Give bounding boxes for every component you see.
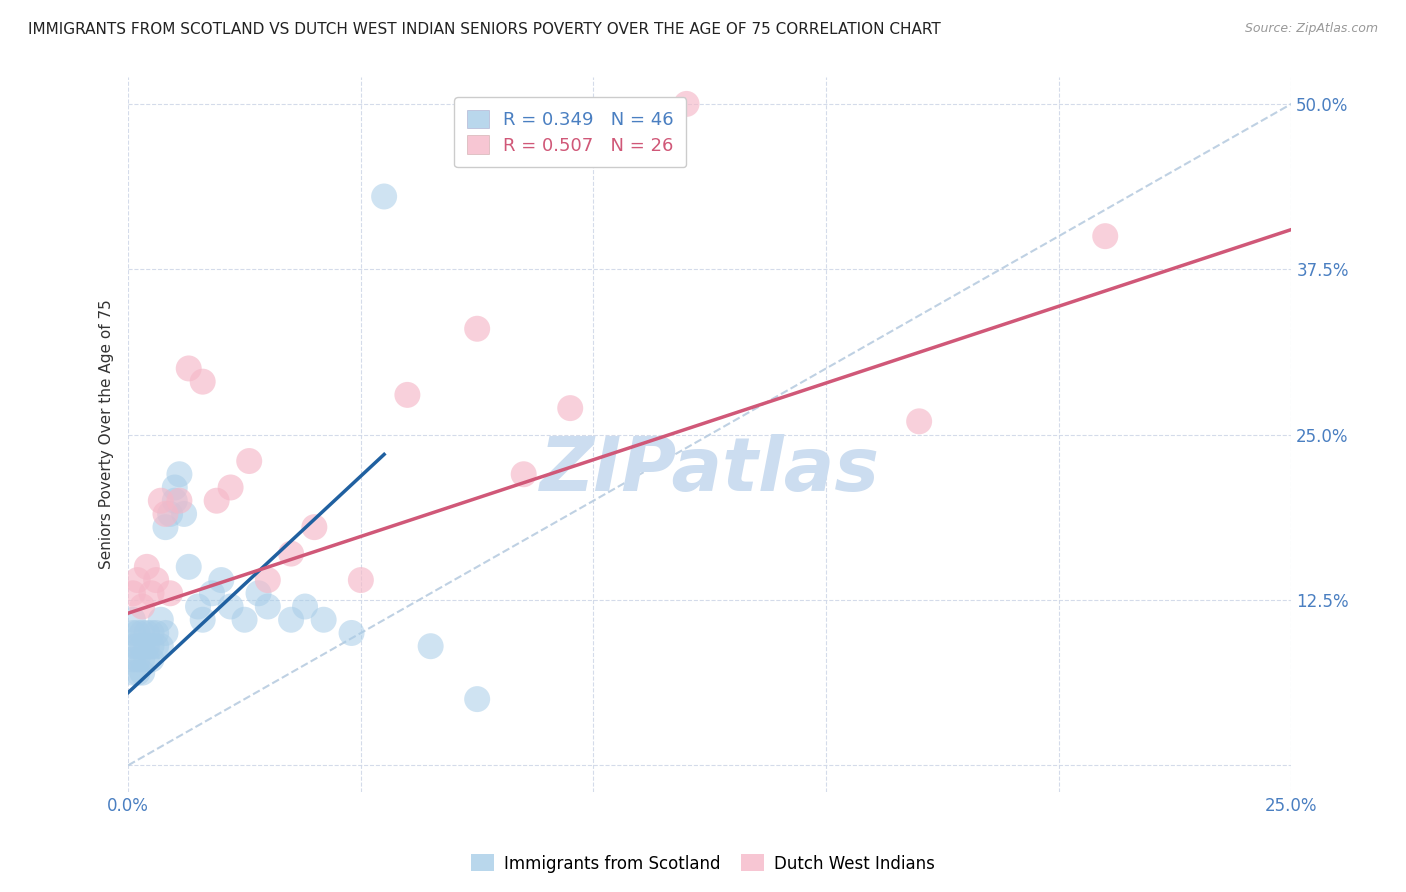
Point: [135, 652, 157, 666]
Point: [122, 626, 145, 640]
Point: [177, 361, 200, 376]
Point: [465, 692, 488, 706]
Text: ZIPatlas: ZIPatlas: [540, 434, 880, 507]
Point: [419, 639, 441, 653]
Point: [149, 493, 172, 508]
Point: [304, 520, 326, 534]
Point: [141, 639, 163, 653]
Point: [122, 665, 145, 680]
Point: [280, 547, 302, 561]
Point: [294, 599, 316, 614]
Point: [127, 573, 149, 587]
Point: [219, 480, 242, 494]
Point: [122, 586, 145, 600]
Point: [141, 626, 163, 640]
Point: [205, 493, 228, 508]
Point: [512, 467, 534, 482]
Point: [169, 493, 191, 508]
Text: IMMIGRANTS FROM SCOTLAND VS DUTCH WEST INDIAN SENIORS POVERTY OVER THE AGE OF 75: IMMIGRANTS FROM SCOTLAND VS DUTCH WEST I…: [28, 22, 941, 37]
Point: [122, 613, 145, 627]
Point: [155, 520, 177, 534]
Point: [145, 639, 167, 653]
Point: [145, 626, 167, 640]
Point: [256, 599, 278, 614]
Point: [238, 454, 260, 468]
Point: [163, 480, 186, 494]
Point: [675, 96, 697, 111]
Point: [127, 639, 149, 653]
Y-axis label: Seniors Poverty Over the Age of 75: Seniors Poverty Over the Age of 75: [100, 300, 114, 569]
Point: [127, 665, 149, 680]
Point: [131, 652, 153, 666]
Point: [373, 189, 395, 203]
Point: [340, 626, 363, 640]
Point: [312, 613, 335, 627]
Point: [149, 613, 172, 627]
Point: [396, 388, 419, 402]
Point: [560, 401, 582, 416]
Point: [465, 322, 488, 336]
Point: [209, 573, 232, 587]
Point: [127, 652, 149, 666]
Point: [131, 665, 153, 680]
Point: [145, 573, 167, 587]
Point: [256, 573, 278, 587]
Point: [1094, 229, 1116, 244]
Point: [141, 652, 163, 666]
Point: [155, 507, 177, 521]
Point: [135, 559, 157, 574]
Point: [159, 586, 181, 600]
Point: [131, 626, 153, 640]
Point: [201, 586, 224, 600]
Point: [149, 639, 172, 653]
Point: [908, 414, 931, 428]
Point: [122, 639, 145, 653]
Point: [350, 573, 373, 587]
Point: [169, 467, 191, 482]
Legend: R = 0.349   N = 46, R = 0.507   N = 26: R = 0.349 N = 46, R = 0.507 N = 26: [454, 97, 686, 168]
Point: [131, 639, 153, 653]
Point: [191, 613, 214, 627]
Point: [141, 586, 163, 600]
Point: [177, 559, 200, 574]
Point: [163, 493, 186, 508]
Point: [280, 613, 302, 627]
Text: Source: ZipAtlas.com: Source: ZipAtlas.com: [1244, 22, 1378, 36]
Point: [122, 652, 145, 666]
Point: [247, 586, 270, 600]
Point: [131, 599, 153, 614]
Point: [191, 375, 214, 389]
Legend: Immigrants from Scotland, Dutch West Indians: Immigrants from Scotland, Dutch West Ind…: [464, 847, 942, 880]
Point: [219, 599, 242, 614]
Point: [127, 626, 149, 640]
Point: [135, 639, 157, 653]
Point: [173, 507, 195, 521]
Point: [135, 626, 157, 640]
Point: [233, 613, 256, 627]
Point: [155, 626, 177, 640]
Point: [187, 599, 209, 614]
Point: [159, 507, 181, 521]
